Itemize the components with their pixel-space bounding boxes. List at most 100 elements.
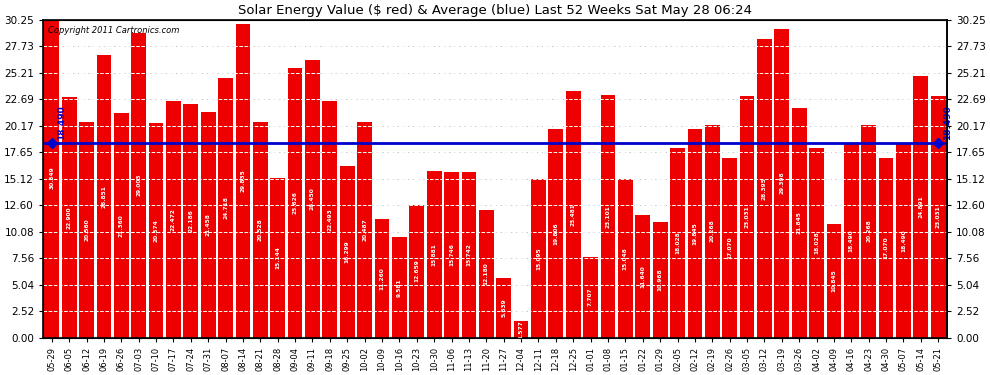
Bar <box>166 102 181 338</box>
Text: 12.180: 12.180 <box>484 262 489 285</box>
Bar <box>340 166 354 338</box>
Bar <box>809 148 824 338</box>
Bar <box>757 39 772 338</box>
Text: 18.490: 18.490 <box>901 229 906 252</box>
Text: 5.639: 5.639 <box>501 298 506 317</box>
Text: 19.845: 19.845 <box>692 222 697 245</box>
Text: 15.048: 15.048 <box>623 247 628 270</box>
Bar <box>723 158 737 338</box>
Text: 24.891: 24.891 <box>919 195 924 218</box>
Bar <box>148 123 163 338</box>
Text: 20.268: 20.268 <box>710 220 715 243</box>
Text: 24.718: 24.718 <box>223 196 228 219</box>
Bar <box>496 278 511 338</box>
Bar <box>357 122 372 338</box>
Text: 17.070: 17.070 <box>728 237 733 259</box>
Text: 18.028: 18.028 <box>814 231 819 254</box>
Text: 7.707: 7.707 <box>588 288 593 306</box>
Bar <box>652 222 667 338</box>
Title: Solar Energy Value ($ red) & Average (blue) Last 52 Weeks Sat May 28 06:24: Solar Energy Value ($ red) & Average (bl… <box>238 4 752 17</box>
Bar <box>601 95 616 338</box>
Bar <box>514 321 529 338</box>
Text: 16.299: 16.299 <box>345 241 349 263</box>
Bar <box>114 113 129 338</box>
Bar <box>253 122 267 338</box>
Bar <box>670 148 685 338</box>
Bar <box>548 129 563 338</box>
Bar <box>931 96 945 338</box>
Text: 17.070: 17.070 <box>884 237 889 259</box>
Bar <box>201 112 216 338</box>
Text: 25.626: 25.626 <box>293 192 298 214</box>
Text: 26.450: 26.450 <box>310 187 315 210</box>
Bar <box>96 56 111 338</box>
Text: 29.003: 29.003 <box>137 174 142 196</box>
Text: 15.742: 15.742 <box>466 243 471 266</box>
Bar <box>774 28 789 338</box>
Text: 10.968: 10.968 <box>657 268 662 291</box>
Text: Copyright 2011 Cartronics.com: Copyright 2011 Cartronics.com <box>48 26 179 35</box>
Bar <box>566 91 580 338</box>
Text: 21.458: 21.458 <box>206 213 211 236</box>
Text: 23.101: 23.101 <box>606 205 611 228</box>
Text: 29.398: 29.398 <box>779 172 784 194</box>
Text: 26.851: 26.851 <box>101 185 106 208</box>
Bar <box>45 19 59 338</box>
Bar <box>636 215 650 338</box>
Bar <box>705 124 720 338</box>
Bar <box>618 180 633 338</box>
Text: 29.835: 29.835 <box>241 170 246 192</box>
Bar <box>183 105 198 338</box>
Text: 18.490: 18.490 <box>848 229 853 252</box>
Text: 22.900: 22.900 <box>66 206 71 228</box>
Bar <box>79 122 94 338</box>
Text: 11.640: 11.640 <box>641 265 645 288</box>
Text: 20.560: 20.560 <box>84 218 89 241</box>
Bar <box>445 172 459 338</box>
Text: 21.360: 21.360 <box>119 214 124 237</box>
Text: 9.581: 9.581 <box>397 278 402 297</box>
Text: 20.268: 20.268 <box>866 220 871 243</box>
Text: 22.493: 22.493 <box>328 208 333 231</box>
Text: 18.028: 18.028 <box>675 231 680 254</box>
Bar <box>914 76 929 338</box>
Bar <box>132 33 147 338</box>
Bar <box>305 60 320 338</box>
Text: 23.031: 23.031 <box>744 205 749 228</box>
Bar <box>843 143 858 338</box>
Bar <box>827 224 842 338</box>
Text: 18.490: 18.490 <box>57 105 66 140</box>
Bar <box>427 171 442 338</box>
Text: 15.746: 15.746 <box>449 243 454 266</box>
Bar <box>479 210 494 338</box>
Text: 15.144: 15.144 <box>275 246 280 269</box>
Text: 11.260: 11.260 <box>379 267 384 290</box>
Text: 15.881: 15.881 <box>432 243 437 266</box>
Text: 10.845: 10.845 <box>832 269 837 292</box>
Text: 28.395: 28.395 <box>762 177 767 200</box>
Text: 19.806: 19.806 <box>553 222 558 245</box>
Bar <box>374 219 389 338</box>
Bar <box>896 143 911 338</box>
Bar <box>687 129 702 338</box>
Bar <box>392 237 407 338</box>
Bar <box>410 204 424 338</box>
Text: 15.095: 15.095 <box>536 247 541 270</box>
Text: 22.186: 22.186 <box>188 210 193 232</box>
Bar <box>236 24 250 338</box>
Bar <box>740 96 754 338</box>
Bar <box>861 124 876 338</box>
Text: 1.577: 1.577 <box>519 320 524 339</box>
Text: 20.528: 20.528 <box>257 218 262 241</box>
Text: 22.472: 22.472 <box>171 208 176 231</box>
Text: 30.349: 30.349 <box>50 167 54 189</box>
Text: 21.845: 21.845 <box>797 211 802 234</box>
Text: 12.659: 12.659 <box>414 260 420 282</box>
Bar <box>288 68 303 338</box>
Bar <box>270 178 285 338</box>
Bar <box>792 108 807 338</box>
Text: 18.490: 18.490 <box>943 105 952 140</box>
Bar <box>323 101 338 338</box>
Text: 23.481: 23.481 <box>570 203 576 226</box>
Bar <box>879 158 894 338</box>
